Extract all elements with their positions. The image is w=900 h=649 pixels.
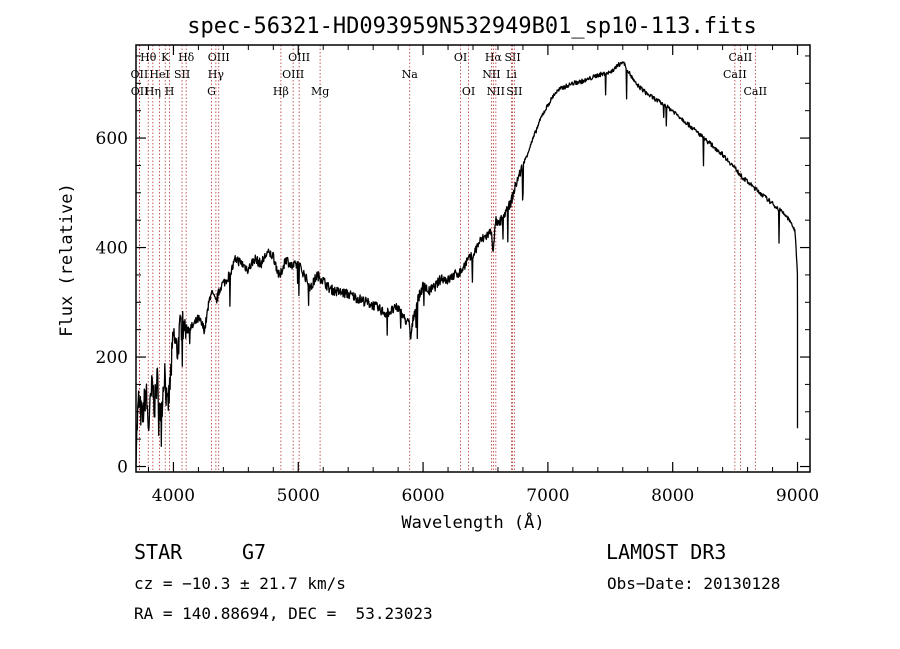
spectral-line-label: Na xyxy=(402,68,419,81)
spectral-line-label: Li xyxy=(506,68,517,81)
redshift-value: cz = −10.3 ± 21.7 km/s xyxy=(134,574,346,593)
x-tick-label: 6000 xyxy=(401,486,444,506)
x-tick-label: 7000 xyxy=(526,486,569,506)
spectral-line-label: SII xyxy=(174,68,190,81)
spectral-line-label: CaII xyxy=(723,68,747,81)
spectral-line-label: H xyxy=(165,85,175,98)
y-tick-label: 0 xyxy=(117,458,128,478)
y-tick-label: 200 xyxy=(96,348,128,368)
spectral-line-label: OIII xyxy=(288,51,310,64)
spectral-line-label: SII xyxy=(506,85,522,98)
coordinates: RA = 140.88694, DEC = 53.23023 xyxy=(134,604,433,623)
x-axis-label: Wavelength (Å) xyxy=(401,511,544,533)
spectral-line-label: G xyxy=(207,85,216,98)
object-subclass: G7 xyxy=(242,540,267,564)
spectral-line-label: Hθ xyxy=(140,51,157,64)
spectral-line-label: OI xyxy=(454,51,467,64)
spectral-line-label: HeI xyxy=(149,68,169,81)
x-tick-label: 8000 xyxy=(651,486,694,506)
spectral-line-label: Hα xyxy=(485,51,503,64)
axis-ticks: 4000 5000 6000 7000 8000 9000 0 200 400 600 xyxy=(96,45,819,506)
x-tick-label: 5000 xyxy=(277,486,320,506)
spectral-line-label: NII xyxy=(487,85,505,98)
object-class: STAR xyxy=(134,540,183,564)
spectral-line-label: Hβ xyxy=(273,85,289,98)
spectral-line-label: OII xyxy=(131,85,149,98)
spectrum-line xyxy=(135,61,799,467)
x-tick-label: 4000 xyxy=(152,486,195,506)
y-tick-label: 600 xyxy=(96,129,128,149)
observation-date: Obs−Date: 20130128 xyxy=(607,574,781,593)
spectral-line-label: OIII xyxy=(282,68,304,81)
spectral-line-label: CaII xyxy=(729,51,753,64)
y-tick-label: 400 xyxy=(96,239,128,259)
spectral-line-label: Hγ xyxy=(208,68,225,81)
spectral-line-label: OIII xyxy=(208,51,230,64)
spectral-line-label: Hη xyxy=(145,85,161,98)
spectral-line-label: CaII xyxy=(743,85,767,98)
spectral-line-label: K xyxy=(161,51,170,64)
x-tick-label: 9000 xyxy=(776,486,819,506)
spectral-line-label: SII xyxy=(504,51,520,64)
spectral-line-label: Mg xyxy=(311,85,329,98)
spectral-line-label: OI xyxy=(462,85,475,98)
spectral-line-label: Hδ xyxy=(178,51,195,64)
spectral-line-label: NII xyxy=(482,68,500,81)
y-axis-label: Flux (relative) xyxy=(57,183,77,337)
survey-name: LAMOST DR3 xyxy=(606,540,727,564)
chart-title: spec-56321-HD093959N532949B01_sp10-113.f… xyxy=(187,14,757,39)
